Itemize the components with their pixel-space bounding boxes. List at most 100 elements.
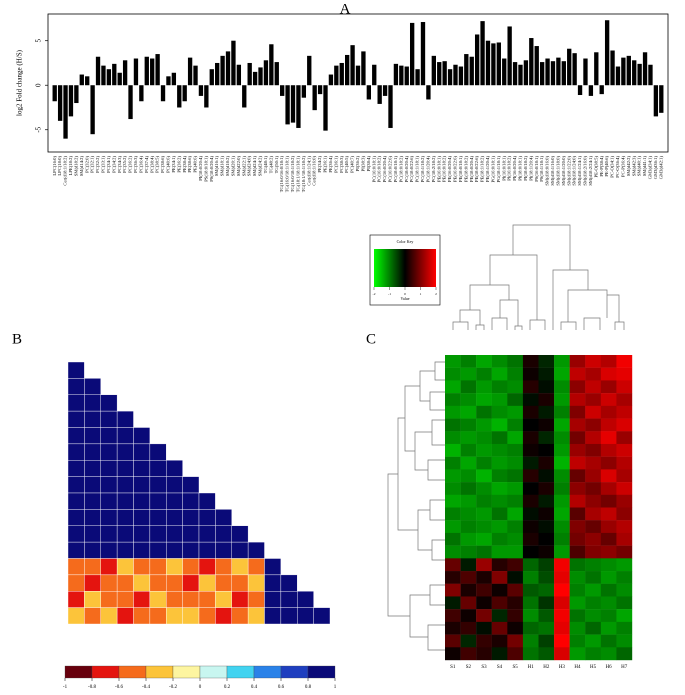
- heatmap-cell: [460, 545, 477, 559]
- heatmap-cell: [569, 456, 586, 470]
- heatmap-cell: [491, 443, 508, 457]
- x-tick-label: PS(18:0/20:4): [209, 156, 214, 182]
- heatmap-cell: [522, 355, 539, 368]
- colorbar-cell: [226, 665, 255, 679]
- x-tick-label: PE(36:2): [176, 156, 181, 173]
- heatmap-cell: [491, 469, 508, 483]
- heatmap-cell: [247, 541, 265, 559]
- heatmap-cell: [133, 574, 151, 592]
- x-tick-label: PC-P(36:4): [620, 156, 625, 177]
- heatmap-cell: [600, 596, 617, 610]
- bar: [187, 57, 193, 86]
- column-label: S1: [450, 665, 456, 670]
- heatmap-cell: [600, 647, 617, 661]
- heatmap-cell: [149, 492, 167, 510]
- bar: [361, 51, 366, 86]
- heatmap-cell: [182, 492, 200, 510]
- heatmap-cell: [600, 431, 617, 445]
- heatmap-cell: [585, 355, 602, 368]
- heatmap-cell: [445, 355, 461, 368]
- bar: [399, 65, 404, 86]
- heatmap-cell: [84, 558, 101, 576]
- bar: [225, 51, 231, 86]
- heatmap-cell: [522, 647, 539, 661]
- heatmap-cell: [460, 621, 477, 635]
- heatmap-cell: [460, 405, 477, 419]
- bar: [85, 76, 90, 86]
- heatmap-cell: [522, 431, 539, 445]
- x-tick-label: SM(d41:1): [642, 156, 647, 177]
- heatmap-cell: [116, 525, 134, 543]
- x-tick-label: PC(18:1/18:2): [420, 156, 425, 183]
- heatmap-cell: [522, 380, 539, 394]
- heatmap-cell: [460, 456, 477, 470]
- heatmap-cell: [491, 507, 508, 521]
- x-tick-label: PI(18:0/18:2): [523, 156, 528, 181]
- color-key-tick-label: -1: [388, 292, 391, 296]
- heatmap-cell: [100, 591, 118, 608]
- heatmap-cell: [554, 609, 570, 623]
- bar: [139, 85, 144, 102]
- heatmap-cell: [616, 596, 633, 610]
- bar: [550, 61, 556, 86]
- heatmap-cell: [616, 355, 633, 368]
- heatmap-cell: [84, 378, 101, 395]
- heatmap-cell: [585, 418, 602, 432]
- heatmap-cell: [100, 541, 118, 559]
- bar: [415, 69, 420, 86]
- heatmap-cell: [569, 443, 586, 457]
- heatmap-cell: [522, 609, 539, 623]
- heatmap-cell: [476, 482, 492, 495]
- bar: [615, 66, 621, 86]
- heatmap-cell: [507, 418, 524, 432]
- x-tick-label: PE(38:4): [182, 156, 187, 173]
- bar: [263, 60, 269, 86]
- heatmap-cell: [507, 393, 524, 407]
- colorbar-cell: [172, 665, 201, 679]
- x-tick-label: PE(18:1/20:4): [485, 156, 490, 183]
- x-tick-label: PE(34:1): [171, 156, 176, 173]
- x-tick-label: PE(16:0/18:2): [442, 156, 447, 183]
- heatmap-cell: [166, 525, 183, 543]
- heatmap-cell: [600, 609, 617, 623]
- heatmap-cell: [84, 476, 101, 494]
- heatmap-cell: [522, 621, 539, 635]
- bar: [621, 57, 626, 86]
- heatmap-cell: [538, 545, 555, 559]
- x-tick-label: PE(18:0/20:4): [469, 156, 474, 183]
- heatmap-cell: [491, 532, 508, 546]
- column-label: H7: [621, 665, 628, 670]
- bar: [155, 54, 160, 86]
- heatmap-cell: [600, 418, 617, 432]
- bar: [133, 58, 139, 86]
- heatmap-cell: [476, 355, 492, 368]
- heatmap-cell: [569, 380, 586, 394]
- x-tick-label: SM(d14:2): [79, 156, 84, 177]
- heatmap-cell: [600, 532, 617, 546]
- heatmap-cell: [445, 494, 461, 508]
- heatmap-cell: [569, 571, 586, 584]
- x-tick-label: PE(18:1/18:2): [480, 156, 485, 183]
- heatmap-cell: [460, 380, 477, 394]
- heatmap-cell: [84, 443, 101, 461]
- x-tick-label: SM(d24:1): [252, 156, 257, 177]
- column-label: H3: [559, 665, 566, 670]
- heatmap-cell: [600, 367, 617, 381]
- bar: [588, 85, 594, 96]
- heatmap-cell: [476, 494, 492, 508]
- x-tick-label: PE-P(38:4): [599, 156, 604, 177]
- bar: [409, 22, 415, 86]
- heatmap-cell: [67, 574, 85, 592]
- heatmap-cell: [507, 482, 524, 495]
- heatmap-cell: [569, 558, 586, 572]
- heatmap-cell: [507, 431, 524, 445]
- heatmap-cell: [538, 647, 555, 661]
- heatmap-cell: [445, 532, 461, 546]
- heatmap-cell: [600, 380, 617, 394]
- heatmap-cell: [600, 393, 617, 407]
- heatmap-cell: [460, 431, 477, 445]
- heatmap-cell: [585, 456, 602, 470]
- heatmap-cell: [507, 532, 524, 546]
- heatmap-cell: [149, 460, 167, 477]
- heatmap-cell: [585, 532, 602, 546]
